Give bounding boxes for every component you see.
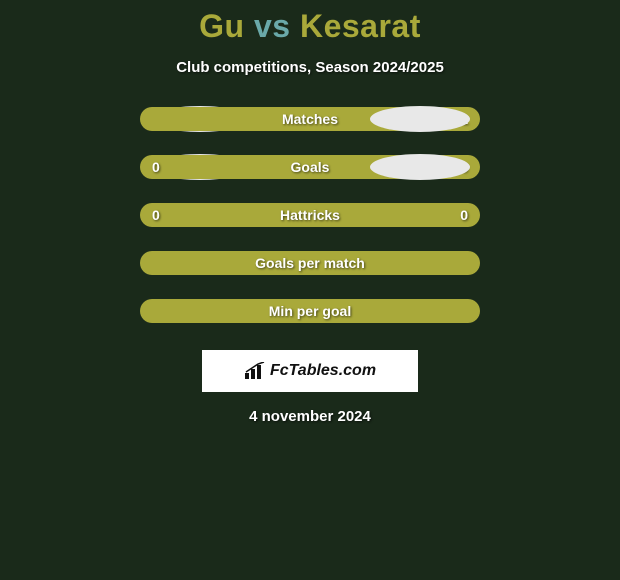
stat-bar: Min per goal [140, 299, 480, 323]
player-ellipse-right [370, 154, 470, 180]
stat-bar: 0 Hattricks 0 [140, 203, 480, 227]
stat-label: Goals per match [255, 255, 365, 271]
player-ellipse-right [370, 106, 470, 132]
title-player2: Kesarat [300, 8, 421, 44]
stat-row: Min per goal [140, 298, 480, 324]
stat-label: Min per goal [269, 303, 351, 319]
stat-row: Goals per match [140, 250, 480, 276]
subtitle: Club competitions, Season 2024/2025 [176, 59, 444, 76]
stat-row: 0Goals0 [140, 154, 480, 180]
stat-label: Hattricks [280, 207, 340, 223]
stat-value-left: 0 [152, 159, 160, 175]
stat-row: 0 Hattricks 0 [140, 202, 480, 228]
stat-value-right: 0 [460, 207, 468, 223]
logo-text: FcTables.com [270, 362, 376, 380]
stat-label: Matches [282, 111, 338, 127]
stat-row: Matches1 [140, 106, 480, 132]
stat-label: Goals [291, 159, 330, 175]
stat-value-left: 0 [152, 207, 160, 223]
stats-container: Gu vs Kesarat Club competitions, Season … [0, 0, 620, 425]
page-title: Gu vs Kesarat [199, 8, 421, 45]
stat-rows: Matches10Goals00Hattricks0Goals per matc… [140, 106, 480, 346]
stat-bar: Goals per match [140, 251, 480, 275]
date: 4 november 2024 [249, 408, 371, 425]
title-vs: vs [254, 8, 291, 44]
logo-box: FcTables.com [202, 350, 418, 392]
title-player1: Gu [199, 8, 244, 44]
bars-icon [244, 362, 266, 380]
